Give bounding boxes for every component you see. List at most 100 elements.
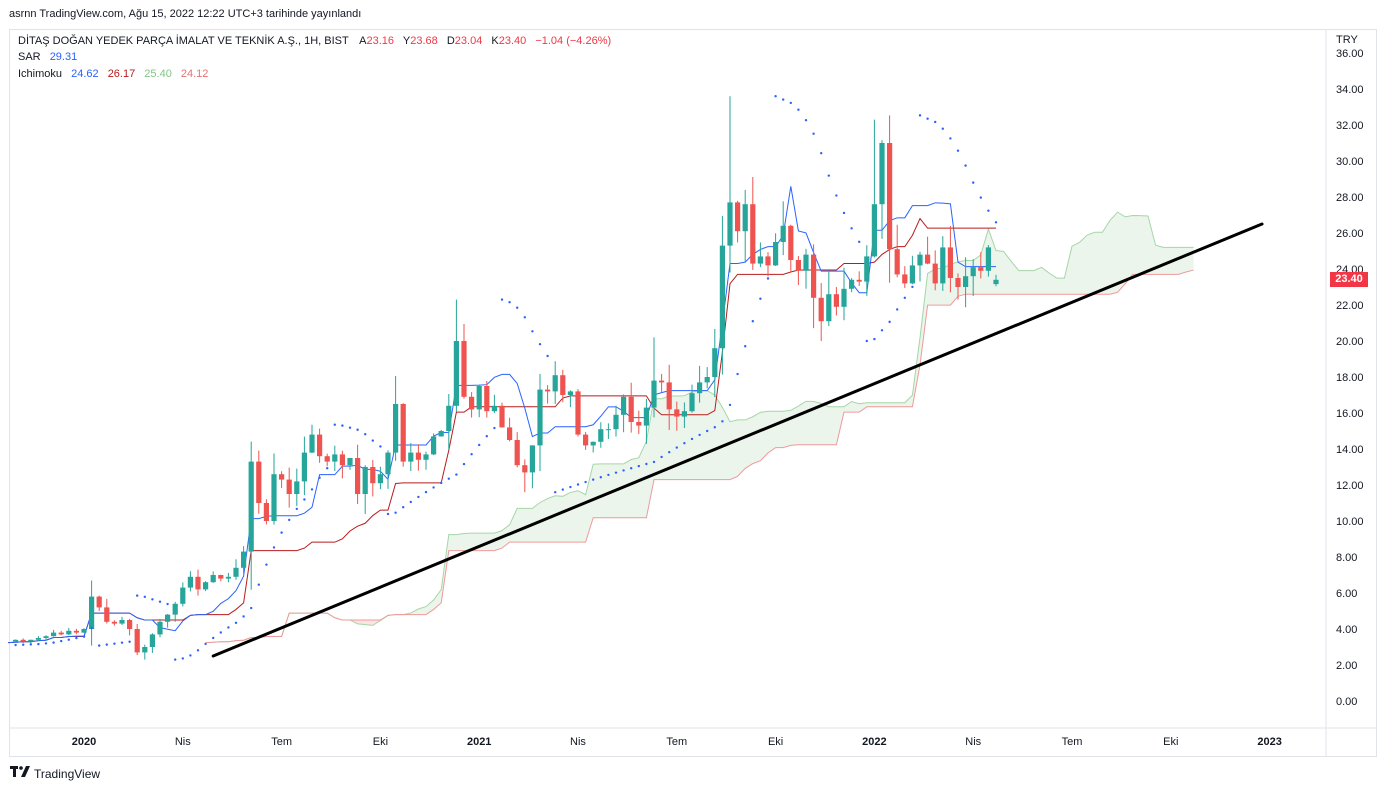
time-tick-label: 2023 <box>1257 736 1281 748</box>
cloud-segment <box>859 402 867 413</box>
price-tick-label: 22.00 <box>1336 300 1364 312</box>
candle-body <box>187 576 193 588</box>
sar-dot <box>82 635 86 638</box>
cloud-segment <box>464 533 472 551</box>
cloud-segment <box>958 260 966 297</box>
candle-body <box>218 575 224 579</box>
sar-dot <box>660 455 663 459</box>
sar-dot <box>272 546 276 549</box>
trendline[interactable] <box>211 222 1264 658</box>
candle-body <box>73 630 79 633</box>
cloud-segment <box>593 463 601 518</box>
parabolic-sar <box>14 95 998 661</box>
cloud-segment <box>1034 267 1042 295</box>
cloud-segment <box>790 406 799 446</box>
candle-body <box>476 386 482 410</box>
low-label: D <box>446 35 455 47</box>
candle-body <box>757 256 763 264</box>
cloud-segment <box>889 402 898 407</box>
sar-dot <box>493 426 496 430</box>
ichimoku-base-value: 26.17 <box>107 68 136 80</box>
candle-body <box>461 341 467 397</box>
candle-body <box>157 621 163 635</box>
cloud-segment <box>517 508 525 543</box>
sar-dot <box>804 119 808 122</box>
candle-body <box>780 225 786 242</box>
sar-dot <box>288 518 291 522</box>
candle-body <box>917 254 923 266</box>
candle-body <box>887 143 893 250</box>
candle-body <box>583 434 589 446</box>
sar-dot <box>835 194 838 197</box>
sar-dot <box>584 480 587 484</box>
sar-dot <box>592 478 595 481</box>
time-axis[interactable]: 2020 Nis Tem Eki 2021 Nis Tem Eki 2022 Nis Tem Eki 2… <box>72 736 1282 748</box>
sar-dot <box>599 476 602 479</box>
lead-span-b-line <box>205 269 1194 644</box>
cloud-segment <box>768 411 776 454</box>
cloud-segment <box>996 250 1004 295</box>
sar-dot <box>622 469 625 472</box>
sar-dot <box>500 298 504 301</box>
time-tick-label: Eki <box>768 736 783 748</box>
conversion-line <box>7 186 996 644</box>
candle-body <box>529 445 535 473</box>
sar-dot <box>326 467 329 470</box>
close-value: 23.40 <box>498 35 527 47</box>
candle-body <box>636 422 642 426</box>
cloud-segment <box>1072 242 1080 295</box>
sar-dot <box>234 621 238 625</box>
sar-dot <box>470 453 473 456</box>
sar-dot <box>333 423 336 426</box>
high-label: Y <box>402 35 411 47</box>
chart-pane[interactable] <box>9 29 1377 757</box>
candle-body <box>909 265 915 284</box>
candle-body <box>947 247 953 278</box>
cloud-segment <box>494 530 502 551</box>
cloud-segment <box>654 398 662 480</box>
candle-body <box>104 607 110 622</box>
sar-dot <box>75 636 78 640</box>
candle-body <box>423 454 429 460</box>
sar-dot <box>364 433 367 436</box>
candle-body <box>233 567 239 577</box>
cloud-segment <box>1102 220 1110 295</box>
tradingview-brand-text: TradingView <box>34 766 101 781</box>
sar-dot <box>645 462 648 466</box>
candle-body <box>788 225 794 260</box>
symbol-legend[interactable]: DİTAŞ DOĞAN YEDEK PARÇA İMALAT VE TEKNİK… <box>18 35 617 47</box>
price-axis[interactable]: 0.00 2.00 4.00 6.00 8.00 10.00 12.00 14.00 16.00… <box>1336 48 1364 708</box>
sar-dot <box>250 606 253 610</box>
candle-body <box>560 375 566 395</box>
cloud-segment <box>851 401 860 413</box>
cloud-segment <box>509 508 518 543</box>
cloud-segment <box>676 395 685 480</box>
sar-dot <box>531 330 534 333</box>
price-tick-label: 26.00 <box>1336 228 1364 240</box>
candle-body <box>149 634 155 647</box>
candle-body <box>248 461 254 552</box>
candle-body <box>263 503 269 521</box>
cloud-segment <box>365 620 373 626</box>
candle-body <box>408 452 414 462</box>
sar-dot <box>196 649 200 652</box>
candle-body <box>127 620 133 629</box>
sar-dot <box>797 108 800 111</box>
sar-dot <box>166 602 169 606</box>
tradingview-brand[interactable]: TradingView <box>10 766 100 781</box>
cloud-segment <box>745 416 753 469</box>
symbol-title: DİTAŞ DOĞAN YEDEK PARÇA İMALAT VE TEKNİK… <box>18 35 349 47</box>
sar-dot <box>865 339 868 343</box>
candle-body <box>590 441 596 446</box>
sar-legend[interactable]: SAR 29.31 <box>18 51 83 63</box>
candle-body <box>400 404 406 462</box>
sar-dot <box>668 450 671 454</box>
sar-dot <box>569 485 572 489</box>
sar-dot <box>858 240 861 244</box>
candle-body <box>453 341 459 406</box>
sar-dot <box>29 643 32 646</box>
sar-dot <box>842 211 846 215</box>
ichimoku-legend[interactable]: Ichimoku 24.62 26.17 25.40 24.12 <box>18 68 214 80</box>
sar-dot <box>485 435 488 438</box>
